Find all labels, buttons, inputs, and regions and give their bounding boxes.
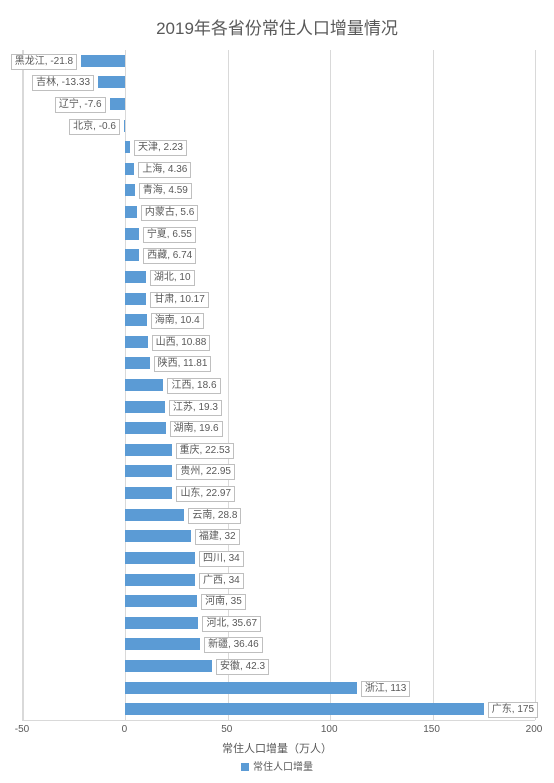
x-tick: 0 xyxy=(122,724,128,735)
gridline xyxy=(23,50,24,720)
data-label: 福建, 32 xyxy=(195,529,240,545)
x-tick: 100 xyxy=(321,724,338,735)
data-label: 黑龙江, -21.8 xyxy=(11,54,77,70)
bar xyxy=(125,163,134,175)
bar xyxy=(125,660,212,672)
gridline xyxy=(330,50,331,720)
bar xyxy=(125,509,184,521)
bar xyxy=(81,55,126,67)
legend-swatch xyxy=(241,763,249,771)
data-label: 山东, 22.97 xyxy=(176,486,235,502)
bar xyxy=(125,401,165,413)
bar xyxy=(125,444,171,456)
x-tick: -50 xyxy=(15,724,29,735)
bar xyxy=(125,682,356,694)
data-label: 甘肃, 10.17 xyxy=(150,292,209,308)
data-label: 青海, 4.59 xyxy=(139,183,192,199)
bar xyxy=(125,271,145,283)
bar xyxy=(125,293,146,305)
gridline xyxy=(535,50,536,720)
data-label: 河南, 35 xyxy=(201,594,246,610)
bar xyxy=(125,422,165,434)
chart-container: 2019年各省份常住人口增量情况 黑龙江, -21.8 吉林, -13.33 辽宁,… xyxy=(0,0,554,783)
data-label: 江西, 18.6 xyxy=(167,378,220,394)
bar xyxy=(125,465,172,477)
data-label: 内蒙古, 5.6 xyxy=(141,205,198,221)
data-label: 宁夏, 6.55 xyxy=(143,227,196,243)
x-tick: 50 xyxy=(221,724,232,735)
data-label: 新疆, 36.46 xyxy=(204,637,263,653)
bar xyxy=(110,98,126,110)
bar xyxy=(125,703,483,715)
data-label: 西藏, 6.74 xyxy=(143,248,196,264)
data-label: 海南, 10.4 xyxy=(151,313,204,329)
bar xyxy=(125,184,134,196)
data-label: 安徽, 42.3 xyxy=(216,659,269,675)
bar xyxy=(125,249,139,261)
bar xyxy=(125,314,146,326)
data-label: 湖北, 10 xyxy=(150,270,195,286)
bar xyxy=(125,595,197,607)
data-label: 吉林, -13.33 xyxy=(32,75,94,91)
gridline xyxy=(433,50,434,720)
data-label: 辽宁, -7.6 xyxy=(55,97,106,113)
data-label: 北京, -0.6 xyxy=(69,119,120,135)
data-label: 陕西, 11.81 xyxy=(154,356,212,372)
bar xyxy=(98,76,125,88)
bar xyxy=(125,574,195,586)
legend-text: 常住人口增量 xyxy=(253,762,313,773)
data-label: 上海, 4.36 xyxy=(138,162,191,178)
data-label: 贵州, 22.95 xyxy=(176,464,235,480)
bar xyxy=(125,552,195,564)
data-label: 广西, 34 xyxy=(199,573,244,589)
bar xyxy=(124,120,125,132)
bar xyxy=(125,357,149,369)
chart-title: 2019年各省份常住人口增量情况 xyxy=(0,0,554,39)
bar xyxy=(125,336,147,348)
x-axis-label: 常住人口增量（万人） xyxy=(0,740,554,756)
x-tick: 150 xyxy=(423,724,440,735)
data-label: 广东, 175 xyxy=(488,702,538,718)
bar xyxy=(125,617,198,629)
plot-area: 黑龙江, -21.8吉林, -13.33辽宁, -7.6北京, -0.6天津, … xyxy=(22,50,535,721)
data-label: 湖南, 19.6 xyxy=(170,421,223,437)
data-label: 山西, 10.88 xyxy=(152,335,211,351)
bar xyxy=(125,141,130,153)
bar xyxy=(125,206,136,218)
data-label: 重庆, 22.53 xyxy=(176,443,235,459)
x-tick: 200 xyxy=(526,724,543,735)
legend: 常住人口增量 xyxy=(0,758,554,773)
data-label: 河北, 35.67 xyxy=(202,616,261,632)
bar xyxy=(125,530,191,542)
bar xyxy=(125,228,138,240)
data-label: 浙江, 113 xyxy=(361,681,411,697)
bar xyxy=(125,638,200,650)
bar xyxy=(125,379,163,391)
data-label: 云南, 28.8 xyxy=(188,508,241,524)
data-label: 江苏, 19.3 xyxy=(169,400,222,416)
bar xyxy=(125,487,172,499)
data-label: 天津, 2.23 xyxy=(134,140,187,156)
data-label: 四川, 34 xyxy=(199,551,244,567)
